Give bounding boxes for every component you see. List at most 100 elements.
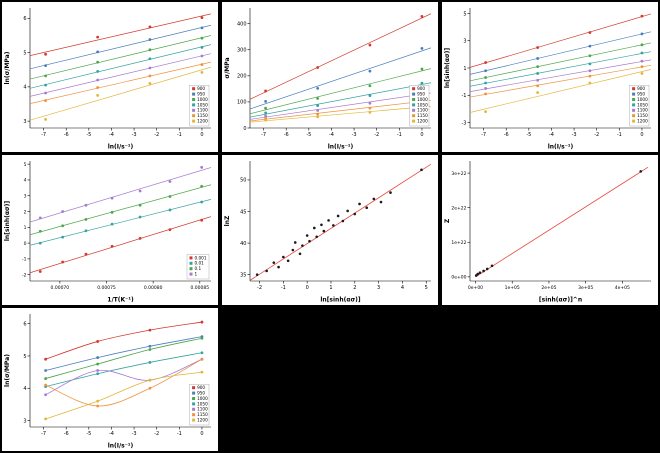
svg-text:1200: 1200 [417, 119, 428, 124]
svg-text:1100: 1100 [417, 108, 428, 113]
svg-text:ln(I/s⁻¹): ln(I/s⁻¹) [108, 443, 134, 450]
svg-text:-7: -7 [261, 132, 266, 138]
plot-svg-p4: 0.00070 0.00075 0.00080 0.00085 -2 -1 0 1 2 3 4 5 1/… [4, 161, 211, 304]
svg-text:1050: 1050 [197, 401, 208, 406]
svg-text:-3: -3 [462, 120, 467, 126]
svg-text:-6: -6 [64, 132, 69, 138]
svg-text:0e+00: 0e+00 [468, 285, 483, 291]
svg-text:1200: 1200 [197, 418, 208, 423]
svg-text:200: 200 [237, 74, 247, 80]
plot-svg-p7: -7 -6 -5 -4 -3 -2 -1 0 3 4 5 6 ln(I/s⁻¹) ln(σ/MPa) 900… [4, 314, 211, 450]
svg-text:2e+22: 2e+22 [451, 205, 466, 211]
svg-text:0.01: 0.01 [195, 261, 205, 266]
svg-text:-5: -5 [306, 132, 311, 138]
svg-text:45: 45 [240, 209, 246, 215]
svg-text:6: 6 [23, 321, 26, 327]
svg-text:-6: -6 [504, 132, 509, 138]
svg-text:0.00070: 0.00070 [51, 285, 70, 291]
svg-text:Z: Z [444, 218, 451, 223]
svg-text:ln[sinh(ασ)]: ln[sinh(ασ)] [320, 297, 361, 304]
svg-text:-3: -3 [572, 132, 577, 138]
svg-text:ln(σ/MPa): ln(σ/MPa) [4, 354, 11, 387]
svg-text:1200: 1200 [637, 119, 648, 124]
svg-text:0.1: 0.1 [195, 266, 202, 271]
svg-text:ln[sinh(ασ)]: ln[sinh(ασ)] [4, 201, 11, 242]
svg-text:950: 950 [417, 92, 425, 97]
svg-text:1100: 1100 [197, 407, 208, 412]
svg-text:-1: -1 [281, 285, 286, 291]
panel-z-vs-sinh-power-n: 0e+00 1e+05 2e+05 3e+05 4e+05 0e+00 1e+22 2e+22… [442, 155, 658, 305]
svg-text:0.00085: 0.00085 [190, 285, 209, 291]
svg-text:-1: -1 [177, 132, 182, 138]
panel-lnz-vs-ln-sinh: -2 -1 0 1 2 3 4 5 35 40 45 50 ln[sinh(ασ)] lnZ [222, 155, 438, 305]
panel-ln-sinh-vs-ln-strain-rate: -7 -6 -5 -4 -3 -2 -1 0 -3 -1 1 3 5 ln(I/s⁻¹) ln[sinh(α… [442, 2, 658, 152]
svg-text:-4: -4 [329, 132, 334, 138]
svg-text:σ/MPa: σ/MPa [224, 57, 231, 78]
svg-text:1200: 1200 [197, 119, 208, 124]
svg-text:950: 950 [197, 391, 205, 396]
svg-text:1050: 1050 [417, 102, 428, 107]
svg-text:1100: 1100 [197, 108, 208, 113]
svg-text:1000: 1000 [637, 97, 648, 102]
svg-text:950: 950 [637, 92, 645, 97]
svg-text:-2: -2 [22, 272, 27, 278]
svg-text:3e+22: 3e+22 [451, 171, 466, 177]
svg-text:1/T(K⁻¹): 1/T(K⁻¹) [107, 297, 134, 304]
svg-text:0: 0 [306, 285, 309, 291]
panel-stress-vs-ln-strain-rate: -7 -6 -5 -4 -3 -2 -1 0 0 100 200 300 400 ln(I/s⁻¹) σ/M… [222, 2, 438, 152]
svg-text:ln[sinh(ασ)]: ln[sinh(ασ)] [444, 48, 451, 89]
svg-text:950: 950 [197, 92, 205, 97]
svg-text:ln(I/s⁻¹): ln(I/s⁻¹) [328, 144, 354, 151]
svg-text:0: 0 [200, 132, 203, 138]
svg-text:1050: 1050 [637, 102, 648, 107]
svg-text:0.00075: 0.00075 [97, 285, 116, 291]
svg-text:1150: 1150 [197, 412, 208, 417]
svg-text:1150: 1150 [417, 113, 428, 118]
panel-ln-stress-polynomial-fit: -7 -6 -5 -4 -3 -2 -1 0 3 4 5 6 ln(I/s⁻¹) ln(σ/MPa) 900… [2, 308, 218, 451]
plot-svg-p6: 0e+00 1e+05 2e+05 3e+05 4e+05 0e+00 1e+22 2e+22… [444, 161, 651, 304]
svg-text:-4: -4 [549, 132, 554, 138]
svg-text:900: 900 [197, 385, 205, 390]
svg-text:-3: -3 [132, 132, 137, 138]
svg-text:-2: -2 [154, 132, 159, 138]
svg-text:1100: 1100 [637, 108, 648, 113]
svg-text:4: 4 [23, 85, 26, 91]
svg-text:-7: -7 [481, 132, 486, 138]
svg-text:3: 3 [377, 285, 380, 291]
svg-text:40: 40 [240, 241, 246, 247]
svg-text:1000: 1000 [197, 396, 208, 401]
svg-text:2: 2 [24, 209, 27, 215]
svg-text:4: 4 [23, 386, 26, 392]
svg-text:6: 6 [23, 16, 26, 22]
plot-svg-p1: -7 -6 -5 -4 -3 -2 -1 0 3 4 5 6 ln(I/s⁻¹) ln(σ/MPa) 900… [4, 8, 211, 151]
svg-text:300: 300 [237, 48, 247, 54]
svg-text:ln(I/s⁻¹): ln(I/s⁻¹) [108, 144, 134, 151]
svg-text:-2: -2 [154, 431, 159, 437]
svg-text:0: 0 [200, 431, 203, 437]
svg-text:0: 0 [24, 241, 27, 247]
svg-text:1: 1 [463, 66, 466, 72]
svg-text:4: 4 [24, 178, 27, 184]
svg-text:-6: -6 [64, 431, 69, 437]
svg-text:900: 900 [417, 86, 425, 91]
svg-text:1: 1 [195, 272, 198, 277]
svg-text:-3: -3 [352, 132, 357, 138]
svg-text:-2: -2 [257, 285, 262, 291]
svg-text:4e+05: 4e+05 [615, 285, 630, 291]
svg-text:lnZ: lnZ [224, 215, 231, 226]
svg-text:-5: -5 [86, 431, 91, 437]
svg-text:1000: 1000 [197, 97, 208, 102]
svg-text:1: 1 [329, 285, 332, 291]
svg-text:-5: -5 [86, 132, 91, 138]
svg-text:900: 900 [637, 86, 645, 91]
svg-text:-1: -1 [22, 257, 27, 263]
svg-text:1e+22: 1e+22 [451, 240, 466, 246]
svg-text:2: 2 [353, 285, 356, 291]
svg-text:0e+00: 0e+00 [451, 275, 466, 281]
